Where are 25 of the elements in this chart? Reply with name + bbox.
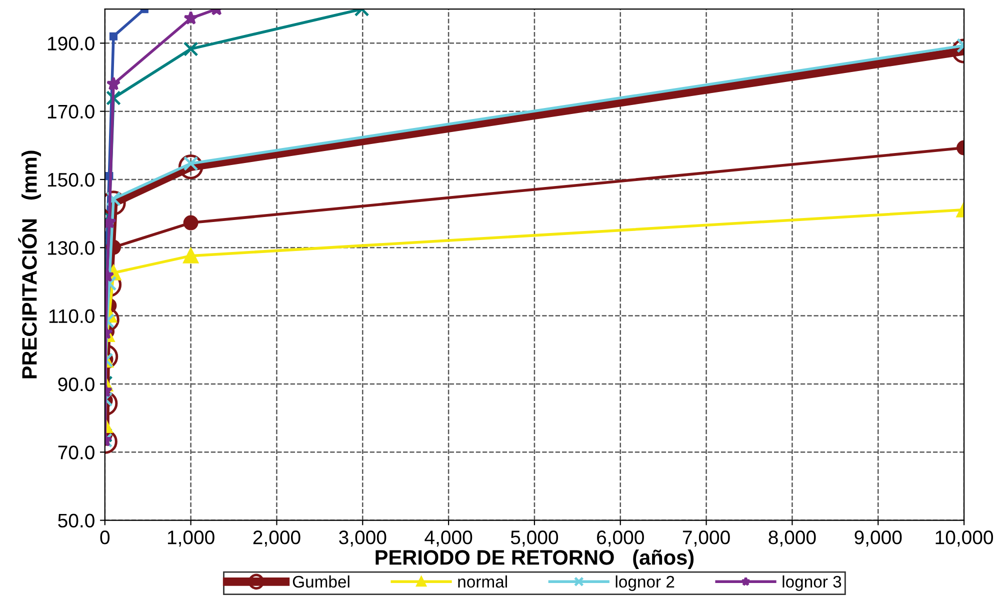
legend-label: lognor 3	[782, 575, 842, 591]
y-tick-label: 70.0	[58, 446, 94, 460]
x-tick-label: 5,000	[510, 530, 558, 547]
y-tick-label: 170.0	[48, 104, 94, 119]
x-tick-label: 4,000	[424, 530, 472, 547]
x-tick-label: 9,000	[854, 530, 902, 547]
y-tick-label: 110.0	[49, 309, 94, 324]
legend-label: normal	[458, 575, 507, 588]
y-tick-label: 130.0	[48, 241, 94, 255]
x-tick-label: 10,000	[936, 530, 994, 547]
legend-label: Gumbel	[292, 575, 350, 588]
y-tick-label: 90.0	[58, 377, 94, 392]
y-tick-label: 50.0	[58, 514, 94, 528]
x-tick-label: 2,000	[253, 530, 300, 547]
x-tick-label: 3,000	[339, 530, 386, 547]
x-tick-label: 8,000	[768, 530, 816, 547]
y-tick-label: 150.0	[48, 172, 94, 187]
legend-label: lognor 2	[616, 575, 674, 591]
x-axis-title: PERIODO DE RETORNO (años)	[376, 550, 694, 569]
y-tick-label: 190.0	[48, 36, 94, 50]
x-tick-label: 7,000	[682, 530, 730, 547]
x-tick-label: 0	[100, 530, 110, 544]
x-tick-label: 1,000	[168, 530, 214, 547]
y-axis-title: PRECIPITACIÓN (mm)	[18, 150, 41, 378]
x-tick-label: 6,000	[597, 530, 644, 547]
